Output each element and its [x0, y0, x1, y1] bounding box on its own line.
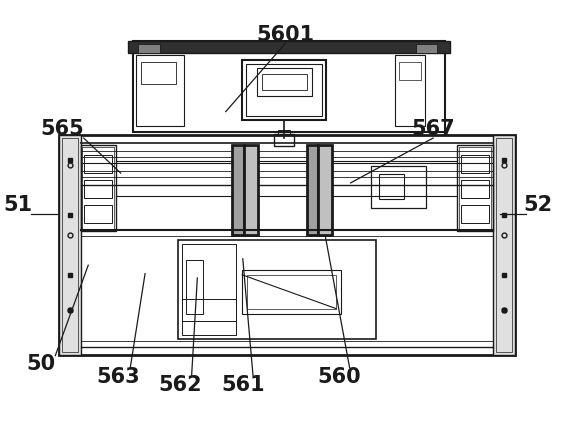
Text: 50: 50	[26, 354, 56, 374]
Bar	[133, 41, 445, 132]
Bar	[461, 155, 489, 173]
Text: 563: 563	[96, 367, 140, 387]
Bar	[395, 54, 425, 126]
Text: 5601: 5601	[256, 25, 315, 45]
Bar	[247, 275, 336, 309]
Bar	[493, 135, 515, 354]
Bar	[457, 145, 493, 231]
Bar	[84, 155, 112, 173]
Text: 51: 51	[4, 196, 33, 215]
Bar	[80, 145, 116, 231]
Bar	[415, 44, 437, 53]
Bar	[262, 74, 307, 90]
Bar	[274, 134, 294, 146]
Bar	[178, 240, 376, 339]
Bar	[182, 299, 236, 321]
Bar	[307, 145, 319, 235]
Bar	[242, 270, 342, 314]
Bar	[460, 147, 491, 229]
Text: 561: 561	[221, 374, 265, 395]
Bar	[58, 135, 515, 354]
Bar	[257, 68, 312, 96]
Bar	[244, 145, 258, 235]
Bar	[242, 60, 327, 120]
Bar	[461, 180, 489, 198]
Bar	[278, 130, 290, 135]
Bar	[141, 62, 176, 84]
Bar	[379, 174, 404, 199]
Text: 562: 562	[159, 374, 202, 395]
Bar	[496, 138, 512, 351]
Bar	[62, 138, 77, 351]
Bar	[246, 65, 323, 116]
Bar	[371, 166, 426, 208]
Bar	[128, 41, 450, 53]
Bar	[58, 135, 80, 354]
Text: 567: 567	[411, 119, 455, 139]
Text: 560: 560	[317, 367, 361, 387]
Bar	[186, 260, 203, 314]
Text: 565: 565	[40, 119, 84, 139]
Bar	[84, 180, 112, 198]
Bar	[461, 205, 489, 223]
Bar	[136, 54, 183, 126]
Bar	[399, 62, 421, 80]
Bar	[182, 244, 236, 335]
Bar	[84, 205, 112, 223]
Bar	[83, 147, 114, 229]
Bar	[138, 44, 160, 53]
Bar	[319, 145, 332, 235]
Bar	[232, 145, 244, 235]
Text: 52: 52	[524, 196, 553, 215]
